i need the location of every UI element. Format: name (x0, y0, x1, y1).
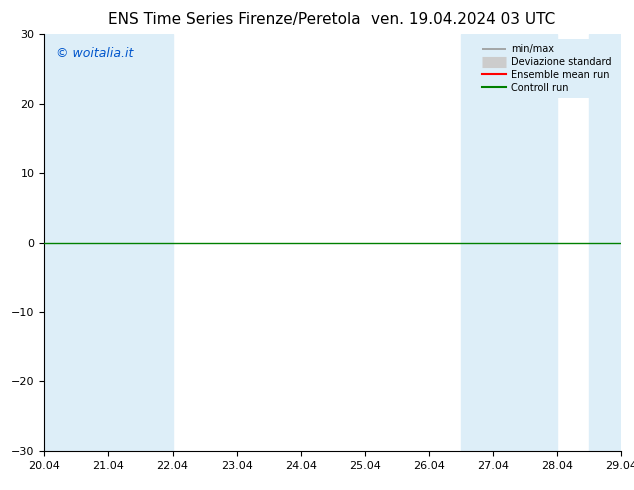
Bar (589, 34, 621, 451)
Text: ven. 19.04.2024 03 UTC: ven. 19.04.2024 03 UTC (371, 12, 555, 27)
Bar (525, 34, 557, 451)
Bar (493, 34, 525, 451)
Bar (44, 34, 77, 451)
Bar (77, 34, 108, 451)
Text: ENS Time Series Firenze/Peretola: ENS Time Series Firenze/Peretola (108, 12, 361, 27)
Text: © woitalia.it: © woitalia.it (56, 47, 133, 60)
Legend: min/max, Deviazione standard, Ensemble mean run, Controll run: min/max, Deviazione standard, Ensemble m… (477, 39, 616, 98)
Bar (461, 34, 493, 451)
Bar (108, 34, 172, 451)
